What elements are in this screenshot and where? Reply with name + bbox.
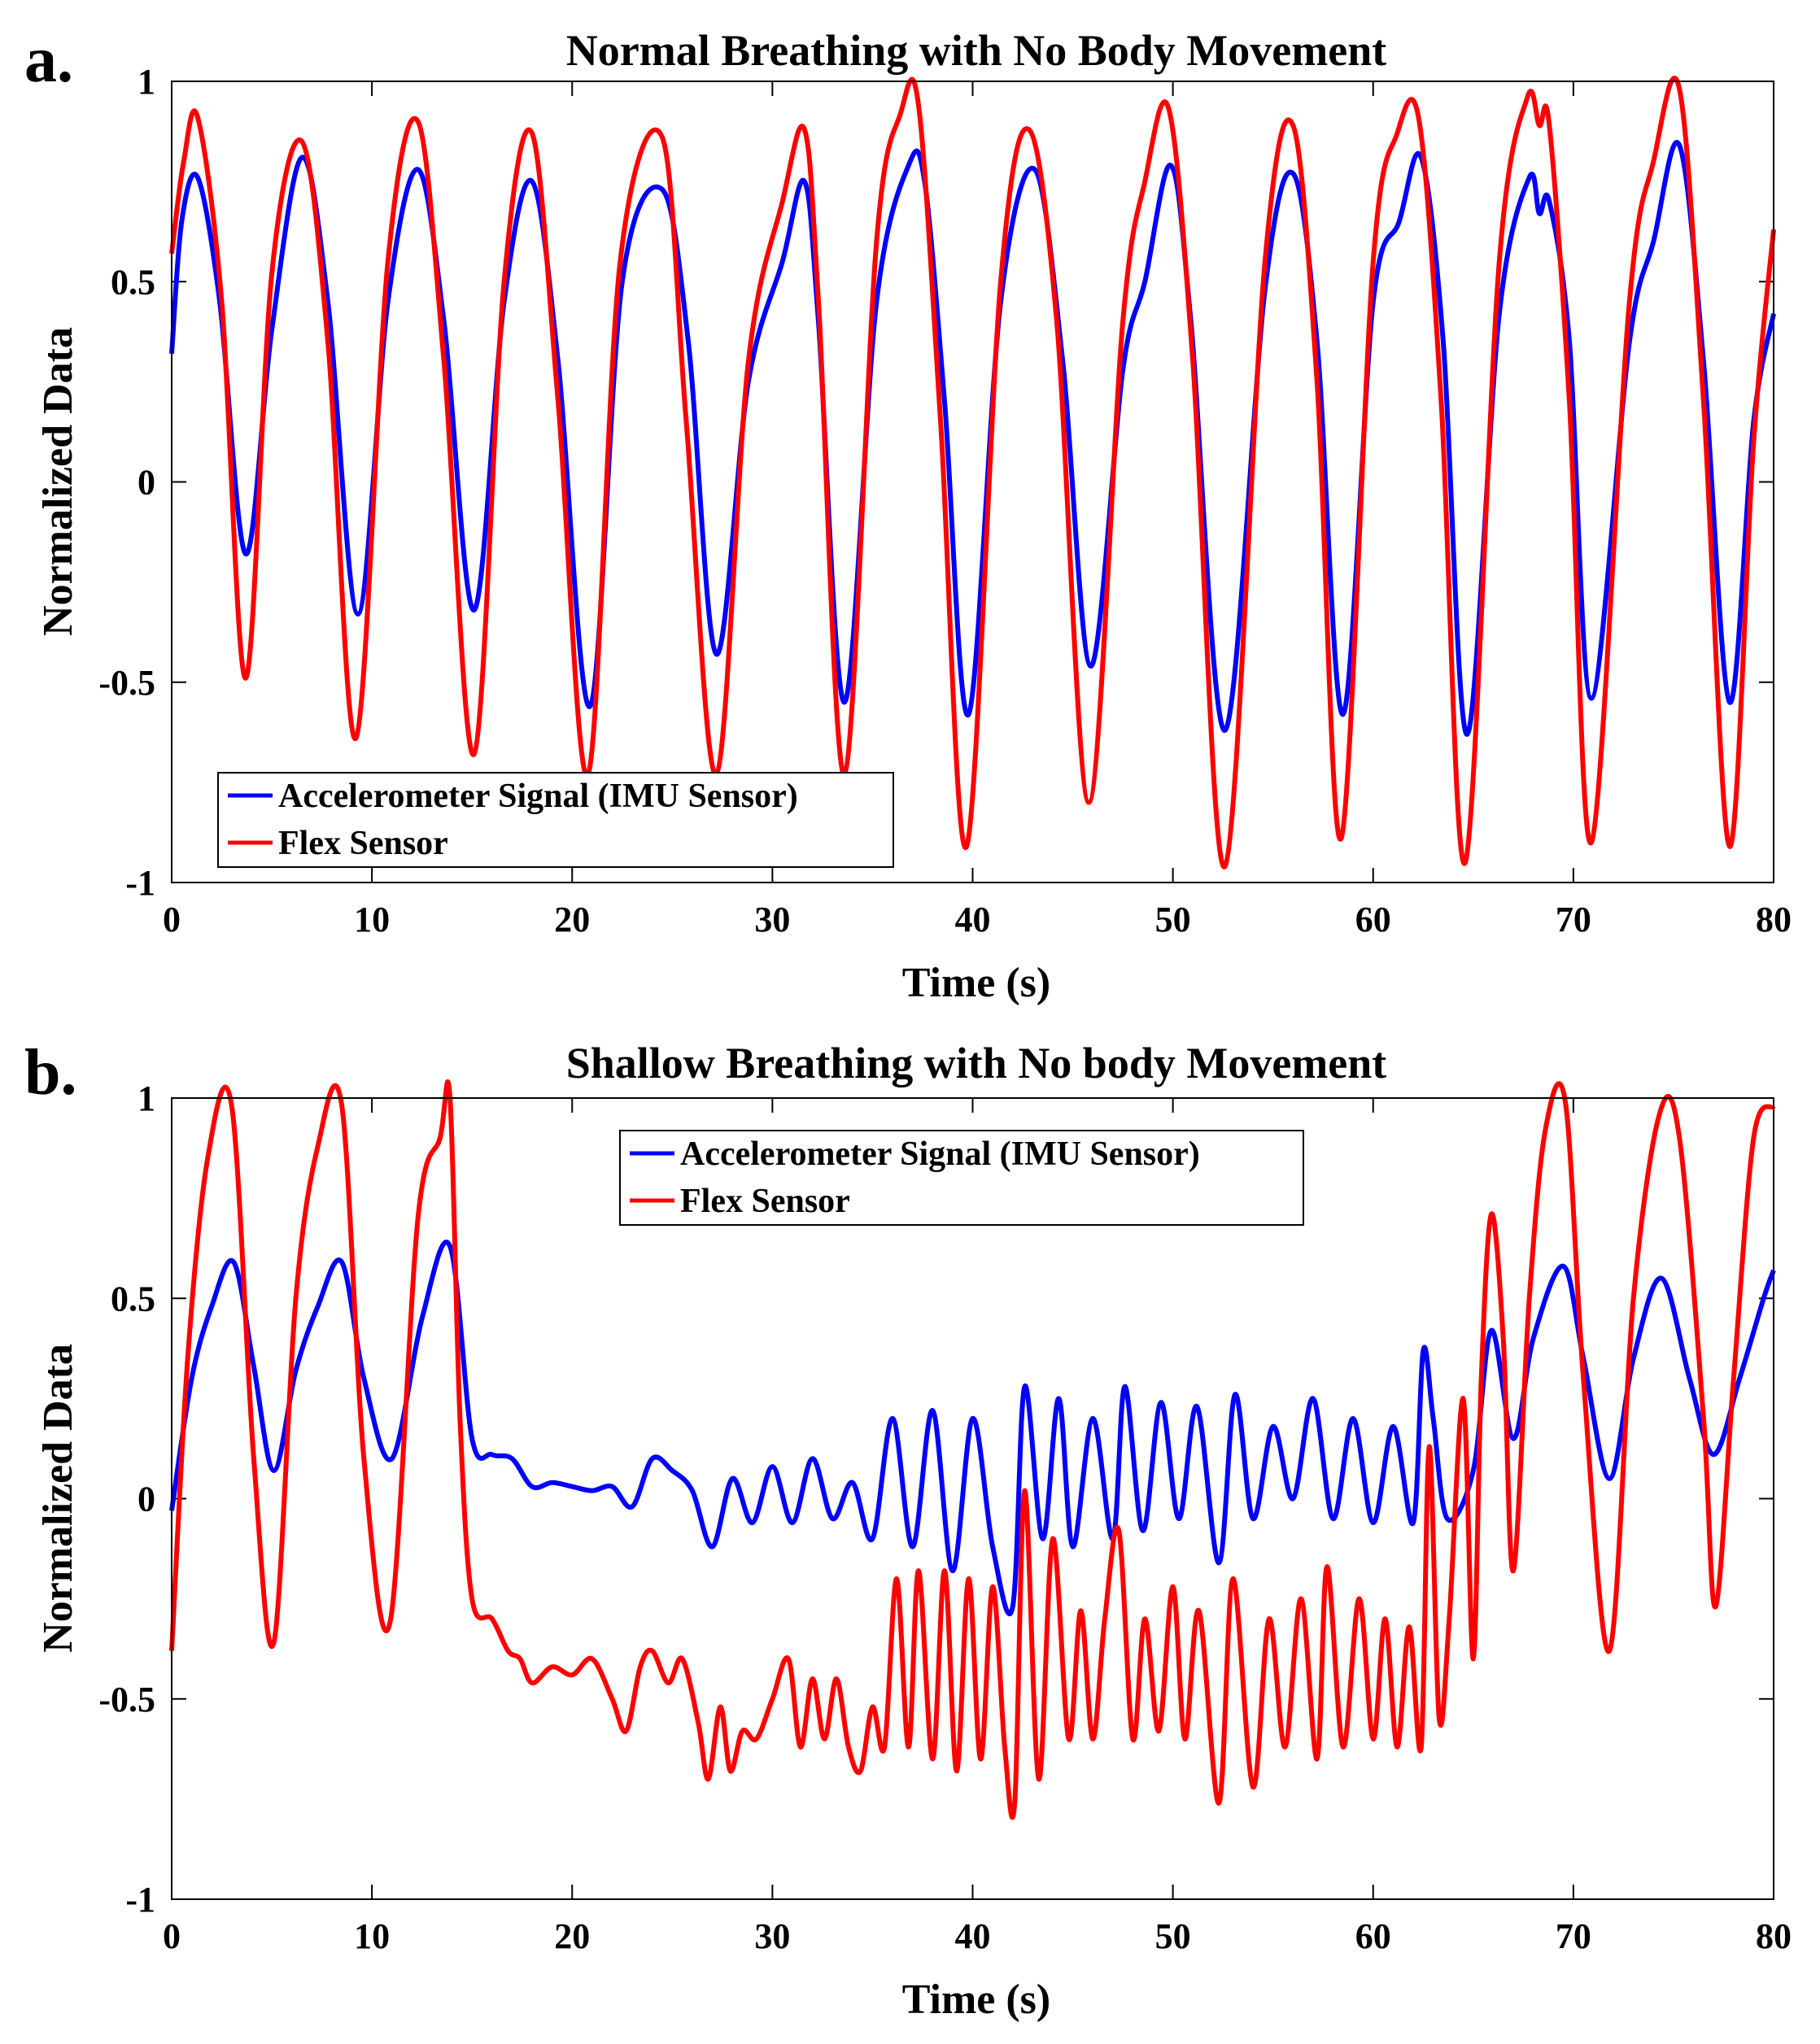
panel-b-label: b. xyxy=(24,1037,77,1109)
panel-b-legend-label-accelerometer: Accelerometer Signal (IMU Sensor) xyxy=(680,1135,1200,1173)
panel-a-y-tick-label: 1 xyxy=(137,62,155,102)
panel-a-plot-area xyxy=(169,76,1776,869)
panel-a-axes-frame xyxy=(171,81,1774,883)
panel-a-x-tick-label: 0 xyxy=(163,900,181,939)
panel-a-x-tick-label: 60 xyxy=(1355,900,1391,939)
panel-b-x-tick-label: 10 xyxy=(354,1916,390,1956)
panel-a-legend-box xyxy=(217,772,894,868)
panel-a-x-axis-label: Time (s) xyxy=(902,960,1050,1006)
panel-a-y-tick-label: 0.5 xyxy=(111,262,155,302)
panel-b-title: Shallow Breathing with No body Movement xyxy=(566,1039,1387,1087)
panel-b-x-axis-label: Time (s) xyxy=(902,1976,1050,2023)
panel-b-y-axis-label: Normalized Data xyxy=(35,1344,81,1653)
panel-a: a. Normal Breathing with No Body Movemen… xyxy=(24,24,1792,1006)
panel-a-legend-label-accelerometer: Accelerometer Signal (IMU Sensor) xyxy=(278,778,798,815)
panel-b-tick-labels: 0 10 20 30 40 50 60 70 80 -1 -0.5 0 0.5 1 xyxy=(98,1079,1792,1956)
panel-a-title: Normal Breathing with No Body Movement xyxy=(566,26,1386,75)
panel-b-x-tick-label: 60 xyxy=(1355,1916,1391,1956)
panel-b: b. Shallow Breathing with No body Moveme… xyxy=(24,1037,1792,2023)
panel-a-y-axis-label: Normalized Data xyxy=(35,327,81,636)
panel-a-tick-labels: 0 10 20 30 40 50 60 70 80 -1 -0.5 0 0.5 1 xyxy=(98,62,1792,939)
panel-b-y-tick-label: 0 xyxy=(137,1480,155,1519)
panel-a-series-line-flex xyxy=(169,76,1776,869)
panel-a-y-tick-label: -0.5 xyxy=(98,663,155,703)
panel-b-y-tick-label: -0.5 xyxy=(98,1680,155,1719)
panel-b-series-line-flex xyxy=(169,1079,1776,1820)
panel-b-axes-frame xyxy=(171,1097,1774,1900)
panel-b-x-tick-label: 50 xyxy=(1155,1916,1191,1956)
panel-a-label: a. xyxy=(24,24,73,96)
panel-a-x-tick-label: 80 xyxy=(1756,900,1792,939)
panel-a-ticks xyxy=(171,81,1774,883)
panel-a-x-tick-label: 70 xyxy=(1556,900,1591,939)
panel-a-x-tick-label: 20 xyxy=(554,900,590,939)
panel-a-x-tick-label: 40 xyxy=(955,900,991,939)
panel-b-x-tick-label: 70 xyxy=(1556,1916,1591,1956)
panel-b-x-tick-label: 80 xyxy=(1756,1916,1792,1956)
panel-b-plot-area xyxy=(169,1079,1776,1820)
panel-b-legend-box xyxy=(619,1130,1304,1226)
panel-b-legend-label-flex: Flex Sensor xyxy=(680,1183,850,1220)
panel-b-x-tick-label: 0 xyxy=(163,1916,181,1956)
panel-a-x-tick-label: 10 xyxy=(354,900,390,939)
panel-b-y-tick-label: 0.5 xyxy=(111,1279,155,1318)
panel-b-y-tick-label: -1 xyxy=(125,1880,155,1920)
panel-a-legend-label-flex: Flex Sensor xyxy=(278,825,448,862)
panel-a-legend: Accelerometer Signal (IMU Sensor) Flex S… xyxy=(217,772,894,868)
panel-a-y-tick-label: 0 xyxy=(137,463,155,503)
panel-b-x-tick-label: 20 xyxy=(554,1916,590,1956)
panel-a-y-tick-label: -1 xyxy=(125,863,155,903)
panel-a-x-tick-label: 50 xyxy=(1155,900,1191,939)
panel-b-x-tick-label: 30 xyxy=(754,1916,790,1956)
panel-b-legend: Accelerometer Signal (IMU Sensor) Flex S… xyxy=(619,1130,1304,1226)
panel-b-x-tick-label: 40 xyxy=(955,1916,991,1956)
panel-b-y-tick-label: 1 xyxy=(137,1079,155,1118)
panel-a-x-tick-label: 30 xyxy=(754,900,790,939)
